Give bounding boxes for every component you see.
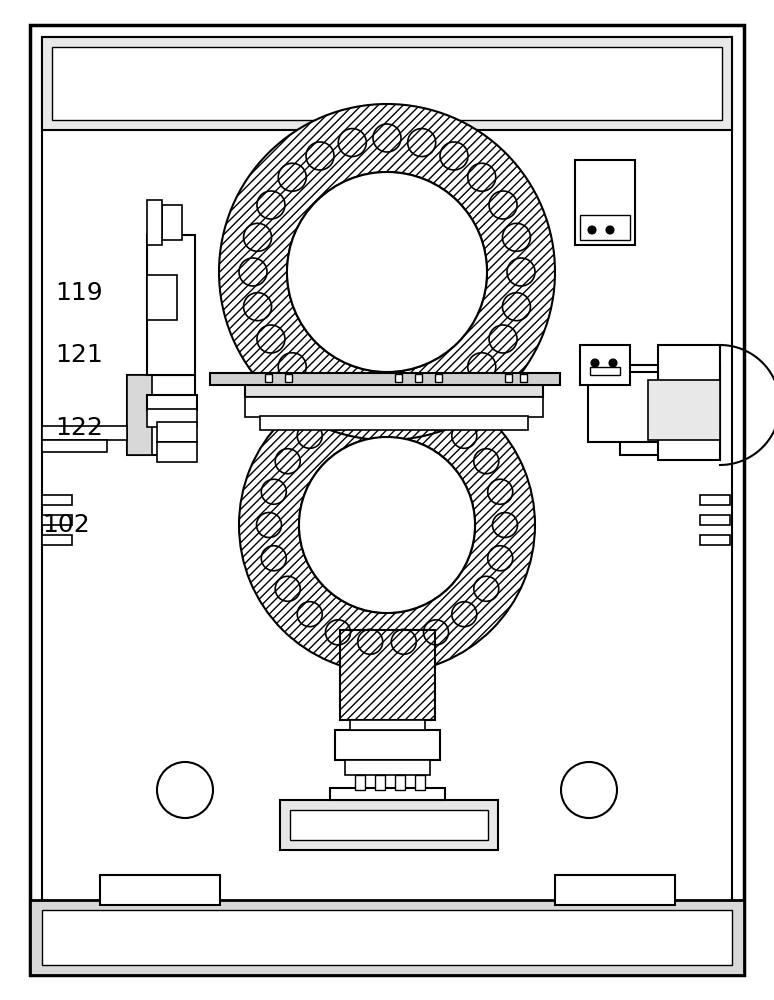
Bar xyxy=(42,37,732,963)
Bar xyxy=(700,535,730,545)
Bar xyxy=(162,205,182,240)
Bar xyxy=(42,535,72,545)
Bar xyxy=(435,374,442,382)
Circle shape xyxy=(606,226,614,234)
Bar xyxy=(42,426,127,440)
Circle shape xyxy=(299,437,475,613)
Bar xyxy=(42,515,72,525)
Bar xyxy=(330,788,445,800)
Bar xyxy=(658,345,720,460)
Bar xyxy=(195,405,585,635)
Bar xyxy=(42,910,732,965)
Text: 102: 102 xyxy=(42,513,90,537)
Bar xyxy=(700,515,730,525)
Bar xyxy=(42,37,732,130)
Bar xyxy=(127,375,152,455)
Bar xyxy=(335,730,440,760)
Bar xyxy=(395,775,405,790)
Bar xyxy=(375,775,385,790)
Bar xyxy=(147,235,195,375)
Wedge shape xyxy=(239,377,535,673)
Bar xyxy=(147,395,197,410)
Bar xyxy=(415,374,422,382)
Bar xyxy=(340,630,435,720)
Bar xyxy=(350,720,425,730)
Bar xyxy=(555,875,675,905)
Bar xyxy=(620,365,720,455)
Bar xyxy=(588,372,658,442)
Bar xyxy=(210,373,560,385)
Bar xyxy=(285,374,292,382)
Bar xyxy=(127,375,195,455)
Bar xyxy=(520,374,527,382)
Text: 121: 121 xyxy=(55,343,103,367)
Circle shape xyxy=(591,359,599,367)
Bar xyxy=(580,345,630,385)
Bar xyxy=(157,422,197,442)
Bar xyxy=(290,810,488,840)
Text: 119: 119 xyxy=(55,281,103,305)
Circle shape xyxy=(588,226,596,234)
Circle shape xyxy=(561,762,617,818)
Circle shape xyxy=(157,762,213,818)
Bar xyxy=(157,442,197,462)
Bar xyxy=(580,215,630,240)
Bar xyxy=(590,367,620,375)
Bar xyxy=(147,200,162,245)
Bar xyxy=(30,900,744,975)
Bar xyxy=(245,379,543,397)
Bar xyxy=(648,380,720,440)
Bar xyxy=(505,374,512,382)
Bar xyxy=(345,760,430,775)
Bar xyxy=(245,397,543,417)
Bar xyxy=(575,160,635,245)
Bar xyxy=(355,775,365,790)
Bar xyxy=(42,495,72,505)
Bar xyxy=(395,374,402,382)
Bar xyxy=(147,409,197,427)
Text: 122: 122 xyxy=(55,416,103,440)
Bar xyxy=(147,275,177,320)
Wedge shape xyxy=(219,104,555,440)
Circle shape xyxy=(609,359,617,367)
Bar xyxy=(700,495,730,505)
Bar xyxy=(280,800,498,850)
Bar xyxy=(42,440,107,452)
Circle shape xyxy=(287,172,487,372)
Bar xyxy=(260,416,528,430)
Bar xyxy=(265,374,272,382)
Bar xyxy=(52,47,722,120)
Bar xyxy=(100,875,220,905)
Bar xyxy=(415,775,425,790)
